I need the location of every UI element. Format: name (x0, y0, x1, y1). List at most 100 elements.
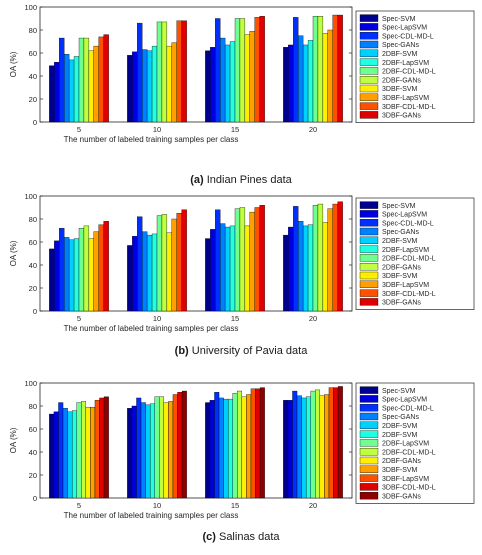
y-tick-label: 0 (33, 307, 37, 316)
bar (317, 203, 324, 312)
y-tick-label: 20 (29, 95, 37, 104)
bar (64, 53, 70, 123)
legend-label: 2DBF-GANs (382, 458, 421, 465)
legend-swatch (359, 111, 379, 119)
legend-label: 3DBF-CDL-MD-L (382, 291, 436, 298)
legend-swatch (359, 289, 379, 297)
legend-swatch (359, 263, 379, 271)
y-tick-label: 0 (33, 118, 37, 127)
bar (142, 49, 148, 123)
bar (337, 201, 343, 312)
bar (283, 400, 289, 499)
bar (223, 398, 229, 499)
bar (161, 214, 168, 312)
bar (176, 20, 182, 123)
legend-label: Spec-GANs (382, 229, 419, 236)
legend-swatch (359, 227, 379, 236)
legend-swatch (359, 32, 379, 40)
bar (177, 392, 183, 499)
bar (127, 408, 133, 499)
bar (181, 209, 187, 312)
bar (161, 21, 168, 123)
bar (310, 390, 316, 499)
bar (94, 400, 100, 499)
bar (156, 21, 163, 123)
y-tick-label: 80 (29, 402, 37, 411)
legend-swatch (359, 395, 379, 403)
bar (227, 398, 233, 499)
legend-label: 3DBF-SVM (382, 273, 418, 280)
x-tick-label: 15 (231, 125, 239, 134)
legend-label: 2DBF-CDL-MD-L (382, 449, 436, 456)
bar (302, 44, 309, 123)
y-axis-label: OA (%) (9, 51, 18, 77)
bar (210, 229, 216, 312)
bar (49, 413, 55, 499)
legend-label: 3DBF-SVM (382, 467, 418, 474)
bar (327, 208, 333, 312)
y-tick-label: 100 (24, 192, 37, 201)
bar (307, 40, 314, 123)
bar (137, 216, 143, 312)
bar (327, 29, 333, 123)
caption-text: Salinas data (216, 531, 280, 543)
legend-swatch (359, 14, 379, 22)
bar (241, 396, 247, 499)
bar (218, 397, 224, 499)
legend-swatch (359, 67, 379, 75)
bar (59, 228, 65, 312)
legend-swatch (359, 465, 379, 473)
bar (53, 411, 59, 499)
bar (288, 226, 294, 312)
legend-label: 3DBF-GANs (382, 113, 421, 120)
y-tick-label: 100 (24, 379, 37, 388)
bar (103, 221, 109, 312)
bar (337, 14, 343, 123)
bar (172, 394, 178, 499)
bar (259, 16, 265, 123)
y-tick-label: 60 (29, 49, 37, 58)
bar (332, 203, 338, 312)
bar (132, 236, 138, 312)
bar (166, 45, 172, 123)
legend-swatch (359, 58, 379, 66)
legend-label: 2DBF-GANs (382, 77, 421, 84)
bar (99, 397, 105, 499)
bar (301, 397, 307, 499)
bar (49, 65, 55, 123)
legend-label: Spec-GANs (382, 42, 419, 49)
legend-label: Spec-GANs (382, 414, 419, 421)
legend-label: 3DBF-GANs (382, 300, 421, 307)
legend-swatch (359, 456, 379, 465)
legend-swatch (359, 430, 379, 438)
legend-swatch (359, 102, 379, 110)
bar (250, 388, 256, 499)
bar (181, 20, 187, 123)
chart-panel-3: 0 20 40 60 80 100 5 10 15 20 The number of labeled… (9, 379, 475, 543)
y-tick-label: 20 (29, 471, 37, 480)
bar (237, 390, 243, 499)
bar (215, 209, 221, 312)
caption-label: (c) (202, 531, 216, 543)
bar (317, 16, 324, 123)
legend-label: Spec-CDL-MD-L (382, 33, 434, 40)
bar (254, 207, 260, 312)
chart-panel-1: 0 20 40 60 80 100 5 10 15 20 The number of labeled… (9, 3, 475, 186)
x-axis-label: The number of labeled training samples p… (64, 511, 239, 520)
legend-swatch (359, 448, 379, 456)
y-axis-label: OA (%) (9, 427, 18, 453)
x-tick-label: 10 (153, 314, 161, 323)
bar (288, 44, 294, 123)
bar (229, 225, 236, 312)
bar (78, 37, 85, 123)
bar (215, 18, 221, 123)
bar (83, 37, 90, 123)
y-tick-label: 60 (29, 425, 37, 434)
bar (234, 208, 241, 312)
caption: (a) Indian Pines data (190, 174, 292, 186)
bar (319, 395, 325, 499)
bar (254, 17, 260, 123)
legend-label: 3DBF-GANs (382, 493, 421, 500)
legend-swatch (359, 245, 379, 253)
